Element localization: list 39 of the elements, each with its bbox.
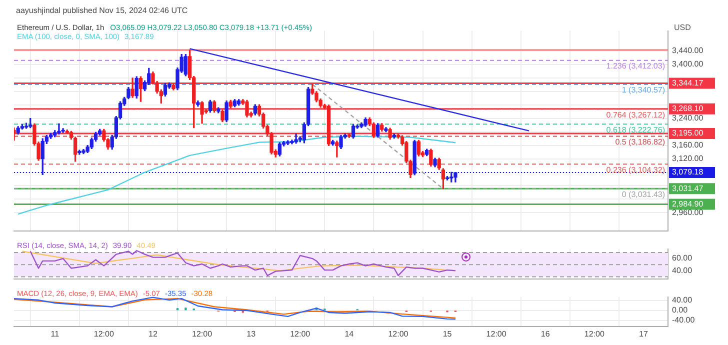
- ref-line-label: 0.764 (3,267.12): [606, 110, 666, 120]
- x-tick-label: 15: [442, 329, 452, 338]
- y-axis-title: USD: [674, 23, 692, 32]
- x-tick-label: 12:00: [290, 329, 311, 338]
- ref-line-label: 1.236 (3,412.03): [606, 62, 666, 71]
- x-tick-label: 16: [540, 329, 550, 338]
- x-tick-label: 12:00: [486, 329, 507, 338]
- x-tick-label: 12:00: [94, 329, 114, 338]
- x-tick-label: 12:00: [192, 329, 213, 338]
- x-tick-label: 11: [50, 329, 60, 338]
- ref-line-label: 0.5 (3,186.82): [615, 137, 666, 146]
- ref-line-label: 3,031.47: [672, 184, 704, 193]
- x-tick-label: 12:00: [584, 329, 605, 338]
- y-tick-label: 40.00: [672, 266, 693, 275]
- x-tick-label: 13: [246, 329, 256, 338]
- x-tick-label: 17: [639, 329, 648, 338]
- y-tick-label: 3,120.00: [672, 154, 704, 163]
- y-tick-label: 3,440.00: [672, 46, 704, 56]
- ref-line-label: 0.236 (3,104.32): [606, 165, 666, 174]
- y-tick-label: 2,960.00: [672, 208, 704, 217]
- x-tick-label: 12: [148, 329, 158, 338]
- chart-subtitle: aayushjindal published Nov 15, 2024 02:46 UTC: [16, 6, 188, 15]
- ref-line-label: 0 (3,031.43): [622, 190, 666, 199]
- y-tick-label: 3,240.00: [672, 114, 704, 123]
- ref-line-label: 3,268.10: [672, 104, 704, 114]
- x-tick-label: 12:00: [388, 329, 409, 338]
- x-tick-label: 14: [344, 329, 354, 338]
- ref-line-label: 2,984.90: [672, 199, 704, 208]
- ref-line-label: 3,079.18: [672, 168, 704, 177]
- ref-line-label: 3,195.00: [672, 128, 704, 138]
- ref-line-label: 0.618 (3,222.76): [606, 125, 666, 134]
- y-tick-label: 3,400.00: [672, 60, 704, 69]
- y-tick-label: 60.00: [672, 254, 693, 263]
- y-tick-label: 40.00: [672, 296, 693, 305]
- y-tick-label: -40.00: [672, 316, 696, 325]
- ref-line-label: 3,344.17: [672, 78, 704, 88]
- y-tick-label: 0.00: [672, 306, 688, 315]
- ref-line-label: 1 (3,340.57): [622, 86, 666, 95]
- y-tick-label: 3,160.00: [672, 140, 704, 150]
